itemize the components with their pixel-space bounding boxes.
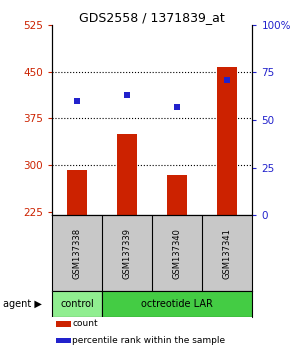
Point bbox=[225, 77, 230, 83]
Point bbox=[175, 104, 180, 109]
Text: percentile rank within the sample: percentile rank within the sample bbox=[72, 336, 226, 345]
Bar bbox=[217, 67, 237, 215]
Text: GSM137338: GSM137338 bbox=[73, 228, 82, 279]
Title: GDS2558 / 1371839_at: GDS2558 / 1371839_at bbox=[79, 11, 225, 24]
Point bbox=[75, 98, 79, 104]
Bar bbox=[167, 175, 187, 215]
Text: GSM137340: GSM137340 bbox=[173, 228, 182, 279]
Text: count: count bbox=[72, 319, 98, 329]
Text: GSM137341: GSM137341 bbox=[223, 228, 232, 279]
Text: octreotide LAR: octreotide LAR bbox=[141, 299, 213, 309]
Text: control: control bbox=[60, 299, 94, 309]
Text: GSM137339: GSM137339 bbox=[123, 228, 132, 279]
Bar bbox=[67, 170, 87, 215]
Bar bbox=[52, 291, 102, 318]
Point bbox=[125, 92, 130, 98]
Bar bbox=[117, 134, 137, 215]
Text: agent ▶: agent ▶ bbox=[3, 299, 42, 309]
Bar bbox=[56, 321, 70, 327]
Bar bbox=[56, 338, 70, 343]
Bar bbox=[102, 291, 252, 318]
